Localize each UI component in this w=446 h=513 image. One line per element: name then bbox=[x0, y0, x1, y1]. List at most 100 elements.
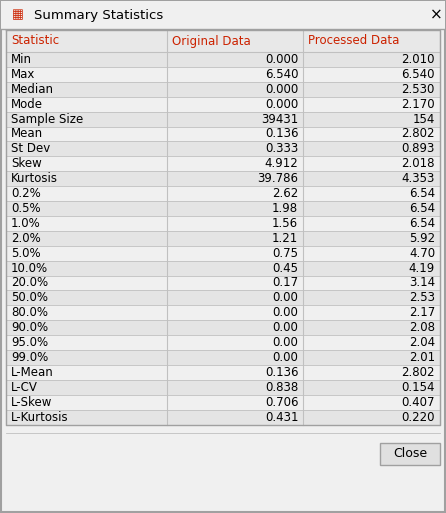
Text: 2.62: 2.62 bbox=[272, 187, 298, 200]
Text: 2.802: 2.802 bbox=[401, 127, 435, 141]
Bar bbox=[6, 156, 440, 171]
Bar bbox=[6, 275, 440, 290]
Text: 2.04: 2.04 bbox=[409, 336, 435, 349]
Text: 1.98: 1.98 bbox=[272, 202, 298, 215]
Bar bbox=[380, 443, 440, 464]
Text: L-Kurtosis: L-Kurtosis bbox=[11, 410, 69, 424]
Bar bbox=[6, 82, 440, 96]
Bar bbox=[6, 305, 440, 320]
Text: 0.000: 0.000 bbox=[265, 53, 298, 66]
Bar bbox=[6, 424, 440, 432]
Bar bbox=[6, 261, 440, 275]
Text: 2.530: 2.530 bbox=[402, 83, 435, 96]
Text: L-Mean: L-Mean bbox=[11, 366, 54, 379]
Bar bbox=[6, 290, 440, 305]
Text: 80.0%: 80.0% bbox=[11, 306, 48, 319]
Bar bbox=[6, 127, 440, 142]
Text: 0.00: 0.00 bbox=[273, 351, 298, 364]
Text: 0.000: 0.000 bbox=[265, 83, 298, 96]
Text: 2.08: 2.08 bbox=[409, 321, 435, 334]
Text: Skew: Skew bbox=[11, 157, 42, 170]
Text: 0.00: 0.00 bbox=[273, 321, 298, 334]
Text: L-Skew: L-Skew bbox=[11, 396, 52, 409]
Text: 6.540: 6.540 bbox=[401, 68, 435, 81]
Text: Mode: Mode bbox=[11, 97, 43, 111]
Text: 50.0%: 50.0% bbox=[11, 291, 48, 304]
Text: 0.5%: 0.5% bbox=[11, 202, 41, 215]
Bar bbox=[6, 201, 440, 216]
Text: 4.912: 4.912 bbox=[264, 157, 298, 170]
Bar bbox=[6, 409, 440, 424]
Text: Summary Statistics: Summary Statistics bbox=[34, 9, 163, 22]
Text: 0.706: 0.706 bbox=[265, 396, 298, 409]
Bar bbox=[6, 52, 440, 67]
Text: 0.00: 0.00 bbox=[273, 306, 298, 319]
Text: Min: Min bbox=[11, 53, 32, 66]
Text: 0.838: 0.838 bbox=[265, 381, 298, 394]
Bar bbox=[6, 142, 440, 156]
Text: 6.54: 6.54 bbox=[409, 202, 435, 215]
Bar bbox=[6, 216, 440, 231]
Text: 0.154: 0.154 bbox=[401, 381, 435, 394]
Text: 0.75: 0.75 bbox=[273, 247, 298, 260]
Bar bbox=[6, 350, 440, 365]
Text: 2.53: 2.53 bbox=[409, 291, 435, 304]
Text: 2.0%: 2.0% bbox=[11, 232, 41, 245]
Text: 1.0%: 1.0% bbox=[11, 217, 41, 230]
Text: 154: 154 bbox=[413, 112, 435, 126]
Bar bbox=[6, 365, 440, 380]
Text: 20.0%: 20.0% bbox=[11, 277, 48, 289]
Text: 4.353: 4.353 bbox=[402, 172, 435, 185]
Bar bbox=[6, 96, 440, 112]
Text: 2.17: 2.17 bbox=[409, 306, 435, 319]
Text: 2.802: 2.802 bbox=[401, 366, 435, 379]
Bar bbox=[6, 67, 440, 82]
Text: 1.21: 1.21 bbox=[272, 232, 298, 245]
Text: 0.2%: 0.2% bbox=[11, 187, 41, 200]
Bar bbox=[6, 30, 440, 52]
Bar bbox=[6, 112, 440, 127]
Text: 3.14: 3.14 bbox=[409, 277, 435, 289]
Text: ×: × bbox=[429, 8, 442, 23]
Text: 39431: 39431 bbox=[261, 112, 298, 126]
Text: 5.92: 5.92 bbox=[409, 232, 435, 245]
Text: 99.0%: 99.0% bbox=[11, 351, 48, 364]
Text: Kurtosis: Kurtosis bbox=[11, 172, 58, 185]
Text: Original Data: Original Data bbox=[172, 34, 250, 48]
Text: 6.54: 6.54 bbox=[409, 187, 435, 200]
Bar bbox=[6, 394, 440, 409]
Text: Median: Median bbox=[11, 83, 54, 96]
Bar bbox=[1, 1, 445, 29]
Text: Sample Size: Sample Size bbox=[11, 112, 83, 126]
Text: L-CV: L-CV bbox=[11, 381, 38, 394]
Text: Processed Data: Processed Data bbox=[308, 34, 400, 48]
Text: 0.00: 0.00 bbox=[273, 291, 298, 304]
Text: St Dev: St Dev bbox=[11, 142, 50, 155]
Text: 1.56: 1.56 bbox=[272, 217, 298, 230]
Text: 6.54: 6.54 bbox=[409, 217, 435, 230]
Text: 0.000: 0.000 bbox=[265, 97, 298, 111]
Bar bbox=[6, 231, 440, 246]
Text: Statistic: Statistic bbox=[11, 34, 59, 48]
Text: 4.70: 4.70 bbox=[409, 247, 435, 260]
Text: Max: Max bbox=[11, 68, 35, 81]
Bar bbox=[6, 186, 440, 201]
Bar bbox=[6, 171, 440, 186]
Text: 4.19: 4.19 bbox=[409, 262, 435, 274]
Text: 0.17: 0.17 bbox=[272, 277, 298, 289]
Text: ▦: ▦ bbox=[12, 9, 24, 22]
Bar bbox=[6, 380, 440, 394]
Text: 2.01: 2.01 bbox=[409, 351, 435, 364]
Text: 0.431: 0.431 bbox=[265, 410, 298, 424]
Bar bbox=[6, 335, 440, 350]
Text: 0.220: 0.220 bbox=[401, 410, 435, 424]
Text: 10.0%: 10.0% bbox=[11, 262, 48, 274]
Text: 0.136: 0.136 bbox=[265, 127, 298, 141]
Text: 0.407: 0.407 bbox=[401, 396, 435, 409]
Text: 6.540: 6.540 bbox=[265, 68, 298, 81]
Text: 39.786: 39.786 bbox=[257, 172, 298, 185]
Text: 0.333: 0.333 bbox=[265, 142, 298, 155]
Text: 0.00: 0.00 bbox=[273, 336, 298, 349]
Text: 0.136: 0.136 bbox=[265, 366, 298, 379]
Bar bbox=[6, 246, 440, 261]
